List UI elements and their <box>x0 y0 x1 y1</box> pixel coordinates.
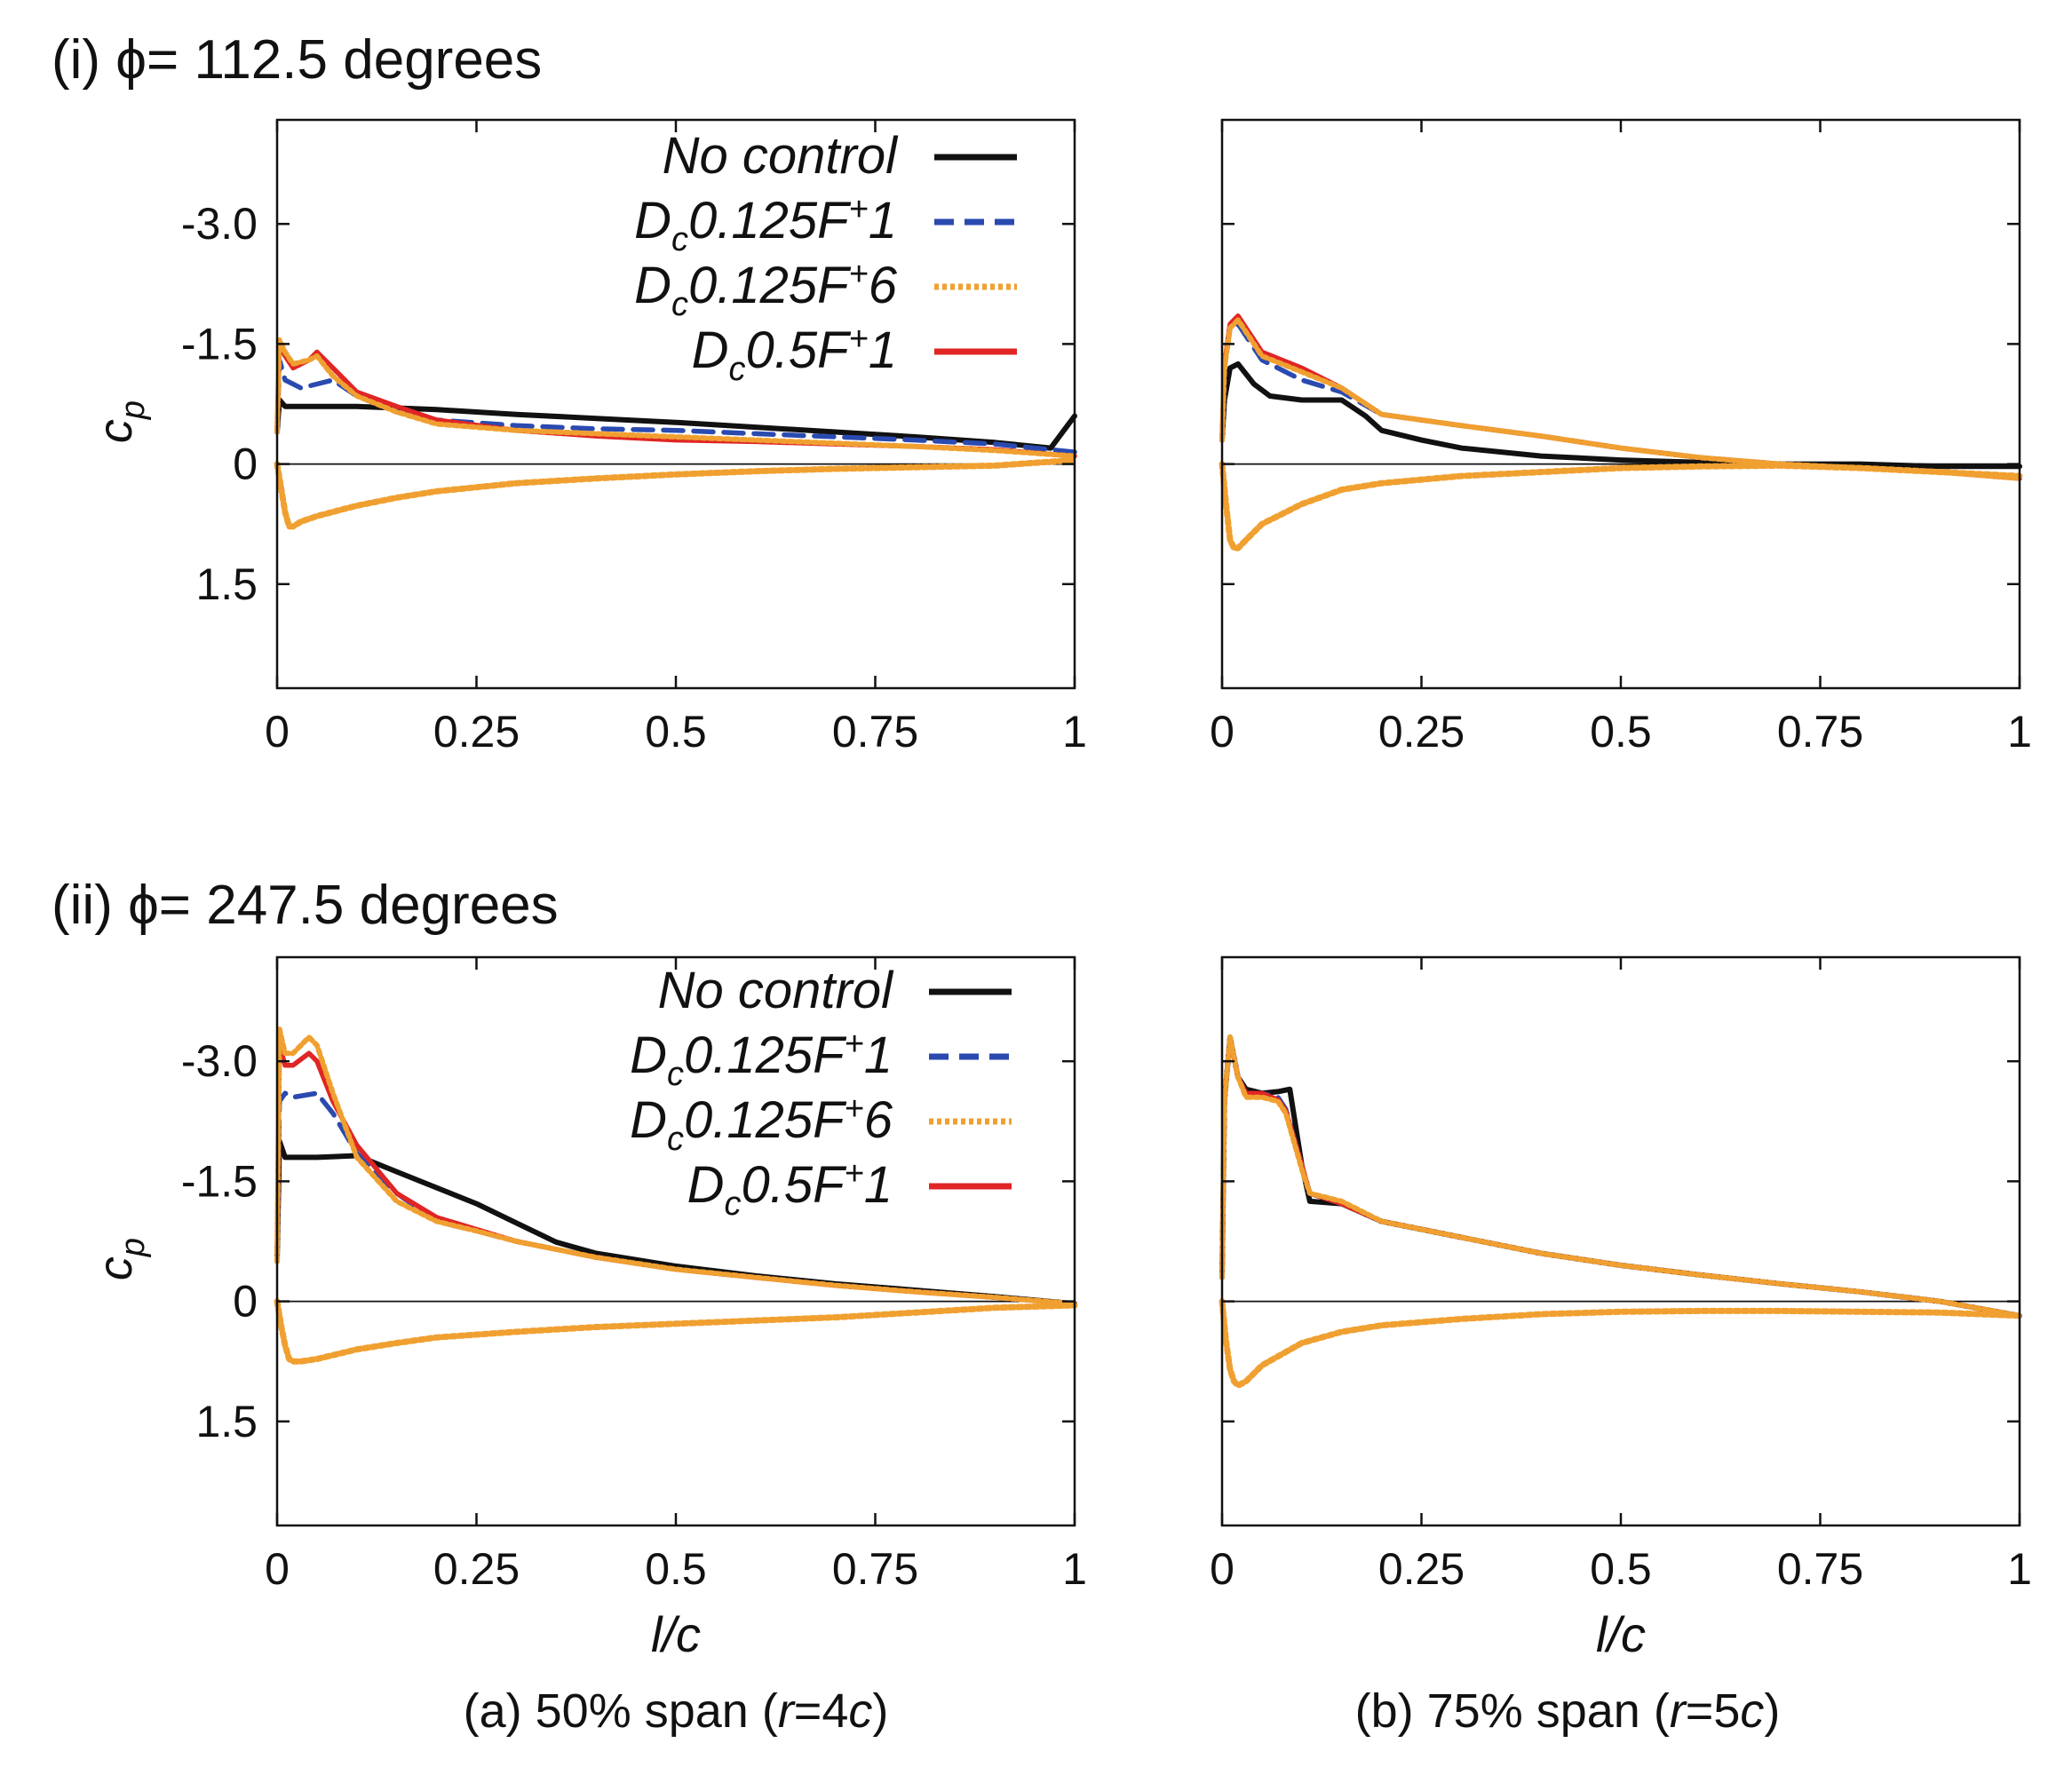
y-tick-label: -1.5 <box>181 319 258 368</box>
row-title-1: (i) ϕ= 112.5 degrees <box>52 29 542 91</box>
x-tick-label: 1 <box>1062 707 1087 757</box>
x-tick-label: 0.25 <box>1378 707 1465 757</box>
plot-frame <box>275 955 1076 1527</box>
x-tick-label: 0.75 <box>832 1544 918 1594</box>
y-tick-label: -1.5 <box>181 1156 258 1206</box>
x-tick-label: 0.5 <box>1590 1544 1652 1594</box>
panel-caption: (b) 75% span (r=5c) <box>1355 1684 1781 1738</box>
legend-label: Dc0.125F+1 <box>634 191 897 258</box>
axis-labels: cp cp l/c l/c <box>89 400 1646 1662</box>
x-tick-label: 0.5 <box>645 707 707 757</box>
legend-label: Dc0.125F+6 <box>634 256 898 323</box>
y-tick-label: 0 <box>233 440 258 489</box>
x-tick-label: 0 <box>1210 707 1234 757</box>
x-tick-label: 1 <box>1062 1544 1087 1594</box>
legend-label: No control <box>658 962 894 1019</box>
series-line-dc0-5f-1 <box>1219 1034 2022 1319</box>
captions: (a) 50% span (r=4c) (b) 75% span (r=5c) <box>464 1684 1781 1738</box>
legend-label: Dc0.125F+1 <box>630 1026 893 1093</box>
series-line-pressure-side <box>1219 461 2023 551</box>
series-line-dc0-125f-1 <box>1219 1034 2022 1319</box>
x-axis-label: l/c <box>651 1606 701 1662</box>
y-tick-label: -3.0 <box>181 199 258 249</box>
plot-frame <box>1220 118 2021 690</box>
x-axis-label: l/c <box>1596 1606 1646 1662</box>
series-line-pressure-side <box>1219 1298 2023 1389</box>
legend-label: No control <box>663 127 899 185</box>
x-tick-label: 0.25 <box>1378 1544 1465 1594</box>
y-tick-label: -3.0 <box>181 1036 258 1086</box>
y-axis-label: cp <box>89 400 152 443</box>
y-tick-label: 1.5 <box>195 1397 258 1446</box>
x-tick-label: 0.5 <box>1590 707 1652 757</box>
legend-label: Dc0.125F+6 <box>630 1090 893 1158</box>
y-tick-label: 1.5 <box>195 559 258 609</box>
x-tick-label: 0 <box>1210 1544 1234 1594</box>
legend-label: Dc0.5F+1 <box>687 1155 893 1223</box>
x-tick-label: 1 <box>2007 707 2032 757</box>
x-tick-label: 0.75 <box>1777 1544 1863 1594</box>
legends: No controlDc0.125F+1Dc0.125F+6Dc0.5F+1No… <box>630 127 1017 1223</box>
series-line-dc0-125f-6 <box>274 1026 1077 1307</box>
series-line-dc0-125f-6 <box>274 337 1077 459</box>
x-tick-label: 0 <box>265 707 290 757</box>
series-line-dc0-5f-1 <box>1219 313 2022 481</box>
y-tick-label: 0 <box>233 1277 258 1327</box>
x-tick-label: 0 <box>265 1544 290 1594</box>
x-tick-label: 1 <box>2007 1544 2032 1594</box>
series-line-pressure-side <box>274 1298 1078 1365</box>
panel-2: 0 0.25 0.5 0.75 1 <box>1210 118 2032 757</box>
row-title-2: (ii) ϕ= 247.5 degrees <box>52 875 559 936</box>
x-tick-label: 0.75 <box>832 707 918 757</box>
panel-3: 0 0.25 0.5 0.75 1 -3.0 -1.5 0 1.5 <box>181 955 1087 1594</box>
series-line-no-control <box>274 1138 1077 1307</box>
series-line-pressure-side <box>274 456 1078 530</box>
x-tick-label: 0.25 <box>433 707 520 757</box>
series-line-no-control <box>1219 1034 2022 1319</box>
panel-caption: (a) 50% span (r=4c) <box>464 1684 889 1738</box>
legend-label: Dc0.5F+1 <box>692 321 897 388</box>
x-tick-label: 0.75 <box>1777 707 1863 757</box>
plot-frame <box>1220 955 2021 1527</box>
series-line-no-control <box>1219 361 2022 470</box>
x-tick-label: 0.25 <box>433 1544 520 1594</box>
series-line-dc0-125f-6 <box>1219 1034 2022 1319</box>
y-axis-label: cp <box>89 1238 152 1280</box>
panel-4: 0 0.25 0.5 0.75 1 <box>1210 955 2032 1594</box>
panels: 0 0.25 0.5 0.75 1-3.0-1.501.50 0.25 0.5 0.75 10 0… <box>181 118 2032 1594</box>
x-tick-label: 0.5 <box>645 1544 707 1594</box>
panel-1: 0 0.25 0.5 0.75 1 -3.0 -1.5 0 1.5 <box>181 118 1087 757</box>
